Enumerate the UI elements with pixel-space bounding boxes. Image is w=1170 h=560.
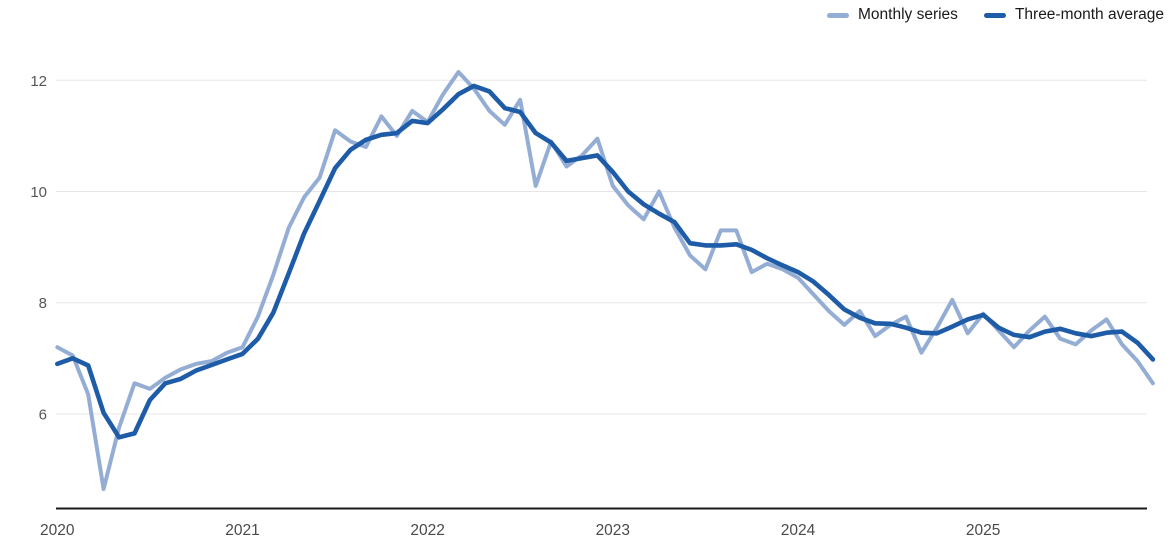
x-axis-tick-label: 2023 bbox=[596, 522, 630, 539]
y-axis-tick-label: 10 bbox=[30, 184, 47, 201]
monthly-series-swatch-icon bbox=[827, 12, 849, 18]
three-month-average-swatch-icon bbox=[983, 12, 1006, 18]
x-axis-tick-label: 2020 bbox=[40, 522, 75, 539]
monthly-series-line bbox=[55, 70, 1155, 491]
y-axis-tick-label: 6 bbox=[39, 406, 47, 423]
x-axis-tick-label: 2024 bbox=[781, 522, 816, 539]
three-month-average-line bbox=[54, 83, 1156, 440]
x-axis-tick-label: 2021 bbox=[225, 522, 259, 539]
x-axis-tick-label: 2022 bbox=[410, 522, 444, 539]
y-axis-tick-label: 12 bbox=[30, 73, 47, 90]
chart-legend: Monthly series Three-month average bbox=[827, 6, 1164, 24]
legend-item-monthly-series: Monthly series bbox=[827, 6, 958, 24]
legend-label-monthly-series: Monthly series bbox=[858, 6, 958, 23]
legend-item-three-month-average: Three-month average bbox=[983, 6, 1164, 24]
y-axis-tick-label: 8 bbox=[39, 295, 47, 312]
legend-label-three-month-average: Three-month average bbox=[1014, 6, 1164, 23]
x-axis-tick-label: 2025 bbox=[966, 522, 1000, 539]
